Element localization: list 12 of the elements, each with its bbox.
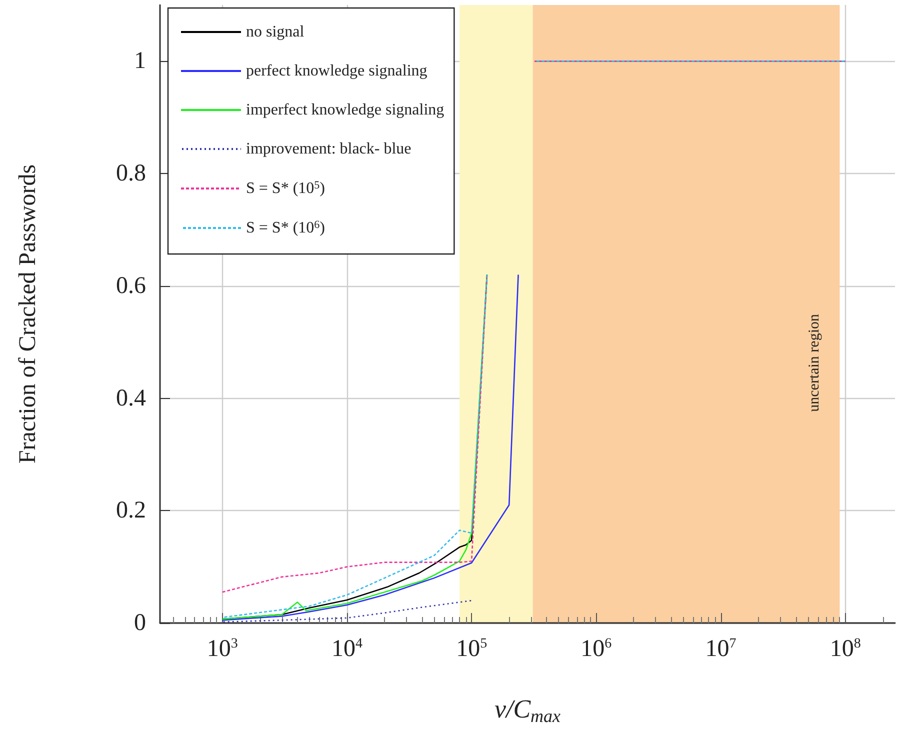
y-tick-label: 0.6	[116, 272, 146, 299]
legend-label: improvement: black- blue	[246, 140, 412, 158]
y-tick-label: 1	[134, 48, 146, 74]
y-tick-label: 0.2	[116, 498, 146, 524]
y-tick-label: 0.8	[116, 160, 146, 187]
legend-label: no signal	[246, 24, 305, 40]
y-tick-label: 0	[134, 610, 146, 636]
legend-label: perfect knowledge signaling	[246, 62, 428, 80]
band-label: uncertain region	[806, 314, 823, 412]
y-axis-title: Fraction of Cracked Passwords	[15, 164, 41, 464]
legend-label: imperfect knowledge signaling	[246, 102, 444, 118]
y-tick-label: 0.4	[116, 385, 146, 412]
